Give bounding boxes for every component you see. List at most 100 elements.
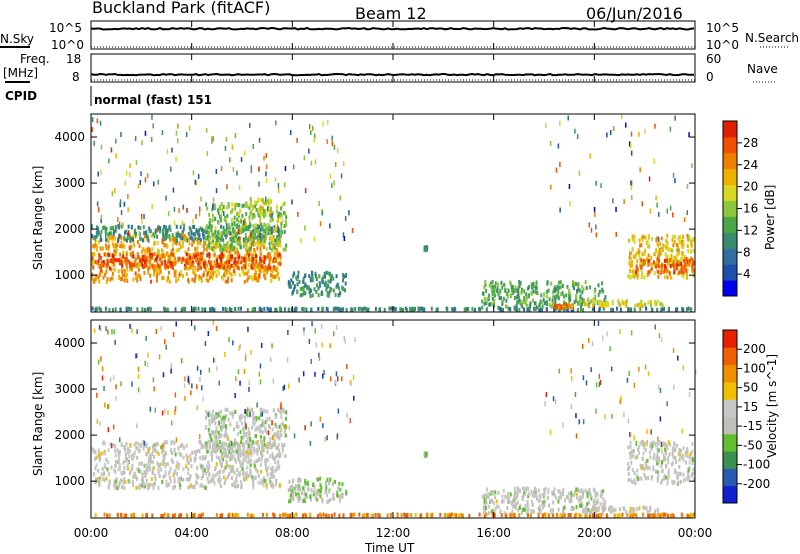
velocity-colorbar: 200 100 50 15 -15 -50 -100 -200 Velocity [m s^-… — [722, 329, 779, 504]
echo-region — [204, 407, 288, 458]
colorbar-tick-label: -200 — [743, 477, 770, 491]
echo-region — [481, 486, 607, 516]
nsky-label: N.Sky — [0, 32, 34, 46]
freq-label-1: Freq. — [20, 52, 50, 66]
cpid-value: normal (fast) 151 — [94, 93, 212, 107]
echo-region — [287, 476, 348, 505]
colorbar-tick-label: 200 — [743, 342, 766, 356]
velocity-panel: 1000 2000 3000 4000 Slant Range [km] — [31, 319, 697, 519]
colorbar-tick-label: -50 — [743, 438, 763, 452]
colorbar-swatch — [723, 280, 737, 297]
freq-top-tick: 18 — [66, 52, 81, 66]
colorbar-swatch — [723, 451, 737, 469]
colorbar-tick-label: 20 — [743, 180, 758, 194]
nsky-line — [90, 26, 695, 31]
colorbar-swatch — [723, 200, 737, 217]
power-echo-layer — [91, 114, 695, 312]
colorbar-swatch — [723, 136, 737, 154]
y-tick-label: 2000 — [54, 222, 85, 236]
y-tick-label: 4000 — [54, 130, 85, 144]
scatter-echoes — [93, 320, 697, 449]
cpid-label: CPID — [5, 89, 37, 103]
colorbar-tick-label: 16 — [743, 202, 758, 216]
nsky-top-right: 10^5 — [706, 21, 739, 35]
freq-panel: Freq. [MHz] 18 8 60 0 Nave — [3, 52, 778, 84]
colorbar-tick-label: 8 — [743, 245, 751, 259]
colorbar-swatch — [723, 264, 737, 281]
echo-region — [583, 299, 665, 309]
x-tick-label: 16:00 — [476, 526, 511, 540]
echo-region — [91, 306, 693, 312]
power-y-ticks: 1000 2000 3000 4000 — [54, 130, 695, 282]
nave-bottom-tick: 0 — [706, 70, 714, 84]
colorbar-tick-label: 24 — [743, 158, 758, 172]
colorbar-swatch — [723, 152, 737, 170]
colorbar-swatch — [723, 168, 737, 186]
nsky-panel: N.Sky 10^5 10^0 10^5 10^0 N.Search — [0, 20, 799, 52]
colorbar-swatch — [723, 216, 737, 233]
nsky-bottom-left: 10^0 — [51, 38, 84, 52]
power-colorbar-label: Power [dB] — [763, 185, 777, 250]
colorbar-swatch — [723, 416, 737, 435]
colorbar-tick-label: 12 — [743, 223, 758, 237]
colorbar-swatch — [723, 433, 737, 452]
nave-label: Nave — [747, 62, 778, 76]
x-tick-label: 12:00 — [376, 526, 411, 540]
colorbar-swatch — [723, 330, 737, 348]
y-tick-label: 3000 — [54, 176, 85, 190]
colorbar-tick-label: -100 — [743, 458, 770, 472]
beam-label: Beam 12 — [355, 4, 427, 23]
velocity-ylabel: Slant Range [km] — [31, 372, 45, 476]
power-ylabel: Slant Range [km] — [31, 166, 45, 270]
colorbar-tick-label: 4 — [743, 267, 751, 281]
colorbar-swatch — [723, 381, 737, 400]
nsearch-label: N.Search — [745, 31, 799, 45]
freq-label-2: [MHz] — [3, 66, 38, 80]
colorbar-swatch — [723, 232, 737, 249]
velocity-echo-layer — [91, 320, 697, 518]
date-label: 06/Jun/2016 — [586, 4, 683, 23]
x-tick-label: 04:00 — [174, 526, 209, 540]
freq-line — [90, 72, 695, 77]
y-tick-label: 4000 — [54, 336, 85, 350]
colorbar-swatch — [723, 485, 737, 504]
velocity-colorbar-label: Velocity [m s^-1] — [765, 354, 779, 458]
colorbar-swatch — [723, 468, 737, 487]
power-panel: 1000 2000 3000 4000 Slant Range [km] — [31, 113, 696, 313]
colorbar-tick-label: 50 — [743, 381, 758, 395]
echo-region — [249, 197, 273, 216]
colorbar-swatch — [723, 364, 737, 383]
x-axis-label: Time UT — [364, 541, 415, 554]
colorbar-tick-label: -15 — [743, 419, 763, 433]
colorbar-tick-label: 28 — [743, 136, 758, 150]
station-title: Buckland Park (fitACF) — [92, 0, 270, 17]
colorbar-swatch — [723, 184, 737, 201]
echo-region — [553, 301, 574, 311]
nsky-top-left: 10^5 — [49, 21, 82, 35]
echo-region — [94, 512, 695, 518]
colorbar-swatch — [723, 248, 737, 265]
colorbar-swatch — [723, 121, 737, 138]
nave-top-tick: 60 — [706, 52, 721, 66]
x-axis-ticks: 00:00 04:00 08:00 12:00 16:00 20:00 00:00 — [74, 21, 713, 540]
y-tick-label: 2000 — [54, 428, 85, 442]
colorbar-swatch — [723, 347, 737, 366]
echo-region — [423, 245, 429, 253]
power-colorbar: 4 8 12 16 20 24 28 Power [dB] — [722, 120, 777, 297]
x-tick-label: 20:00 — [577, 526, 612, 540]
echo-region — [287, 270, 348, 298]
x-tick-label: 00:00 — [678, 526, 713, 540]
echo-region — [91, 252, 282, 271]
echo-region — [582, 505, 660, 515]
echo-region — [423, 451, 428, 459]
nsky-bottom-right: 10^0 — [706, 38, 739, 52]
colorbar-tick-label: 15 — [743, 400, 758, 414]
velocity-y-ticks: 1000 2000 3000 4000 — [54, 336, 695, 488]
freq-bottom-tick: 8 — [72, 70, 80, 84]
x-tick-label: 08:00 — [275, 526, 310, 540]
echo-region — [634, 256, 695, 276]
colorbar-tick-label: 100 — [743, 361, 766, 375]
y-tick-label: 1000 — [54, 474, 85, 488]
x-tick-label: 00:00 — [74, 526, 109, 540]
